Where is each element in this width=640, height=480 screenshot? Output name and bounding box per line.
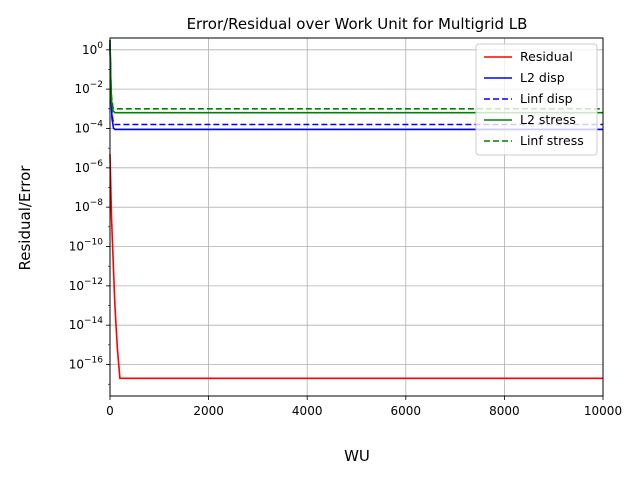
legend: Residual L2 disp Linf disp L2 stress Linf st…: [475, 43, 598, 156]
y-tick-base: 10: [74, 121, 89, 135]
x-tick-label: 4000: [292, 404, 323, 418]
x-axis-label: WU: [344, 447, 370, 465]
x-tick-label: 8000: [489, 404, 520, 418]
y-tick-exponent: 0: [97, 41, 103, 51]
y-axis-label: Residual/Error: [16, 165, 34, 271]
y-tick-exponent: −12: [84, 277, 103, 287]
series-line-residual: [109, 154, 603, 380]
legend-label: Linf disp: [520, 91, 573, 106]
y-tick-base: 10: [74, 161, 89, 175]
y-tick-label: 10−4: [74, 119, 103, 135]
y-tick-label: 10−8: [74, 198, 103, 214]
y-tick-exponent: −2: [90, 80, 103, 90]
y-tick-label: 10−10: [69, 238, 104, 254]
plot-frame: [109, 37, 604, 397]
x-ticks: 0 2000 4000 6000 8000 10000: [106, 396, 622, 418]
y-tick-base: 10: [82, 43, 97, 57]
y-tick-base: 10: [69, 240, 84, 254]
y-tick-label: 10−2: [74, 80, 103, 96]
legend-label: L2 stress: [520, 112, 576, 127]
y-tick-label: 10−12: [69, 277, 103, 293]
y-tick-exponent: −6: [90, 159, 104, 169]
legend-label: Linf stress: [520, 133, 584, 148]
y-tick-base: 10: [69, 358, 84, 372]
y-tick-exponent: −16: [84, 356, 103, 366]
y-tick-base: 10: [69, 318, 84, 332]
y-tick-label: 10−14: [69, 316, 104, 332]
y-tick-exponent: −4: [90, 119, 104, 129]
y-tick-label: 10−16: [69, 356, 104, 372]
y-tick-base: 10: [74, 200, 89, 214]
series-line-linf-stress: [109, 39, 603, 110]
y-tick-exponent: −10: [84, 238, 103, 248]
x-tick-label: 6000: [391, 404, 422, 418]
x-tick-label: 0: [106, 404, 114, 418]
y-tick-label: 100: [82, 41, 103, 57]
y-tick-base: 10: [74, 82, 89, 96]
y-tick-exponent: −14: [84, 316, 103, 326]
y-tick-label: 10−6: [74, 159, 103, 175]
legend-label: L2 disp: [520, 70, 565, 85]
y-tick-exponent: −8: [90, 198, 104, 208]
x-tick-label: 10000: [584, 404, 622, 418]
chart-title: Error/Residual over Work Unit for Multig…: [187, 15, 528, 33]
legend-label: Residual: [520, 49, 573, 64]
x-tick-label: 2000: [193, 404, 224, 418]
y-tick-base: 10: [69, 279, 84, 293]
series-lines: [109, 39, 603, 380]
legend-box: [475, 43, 598, 156]
